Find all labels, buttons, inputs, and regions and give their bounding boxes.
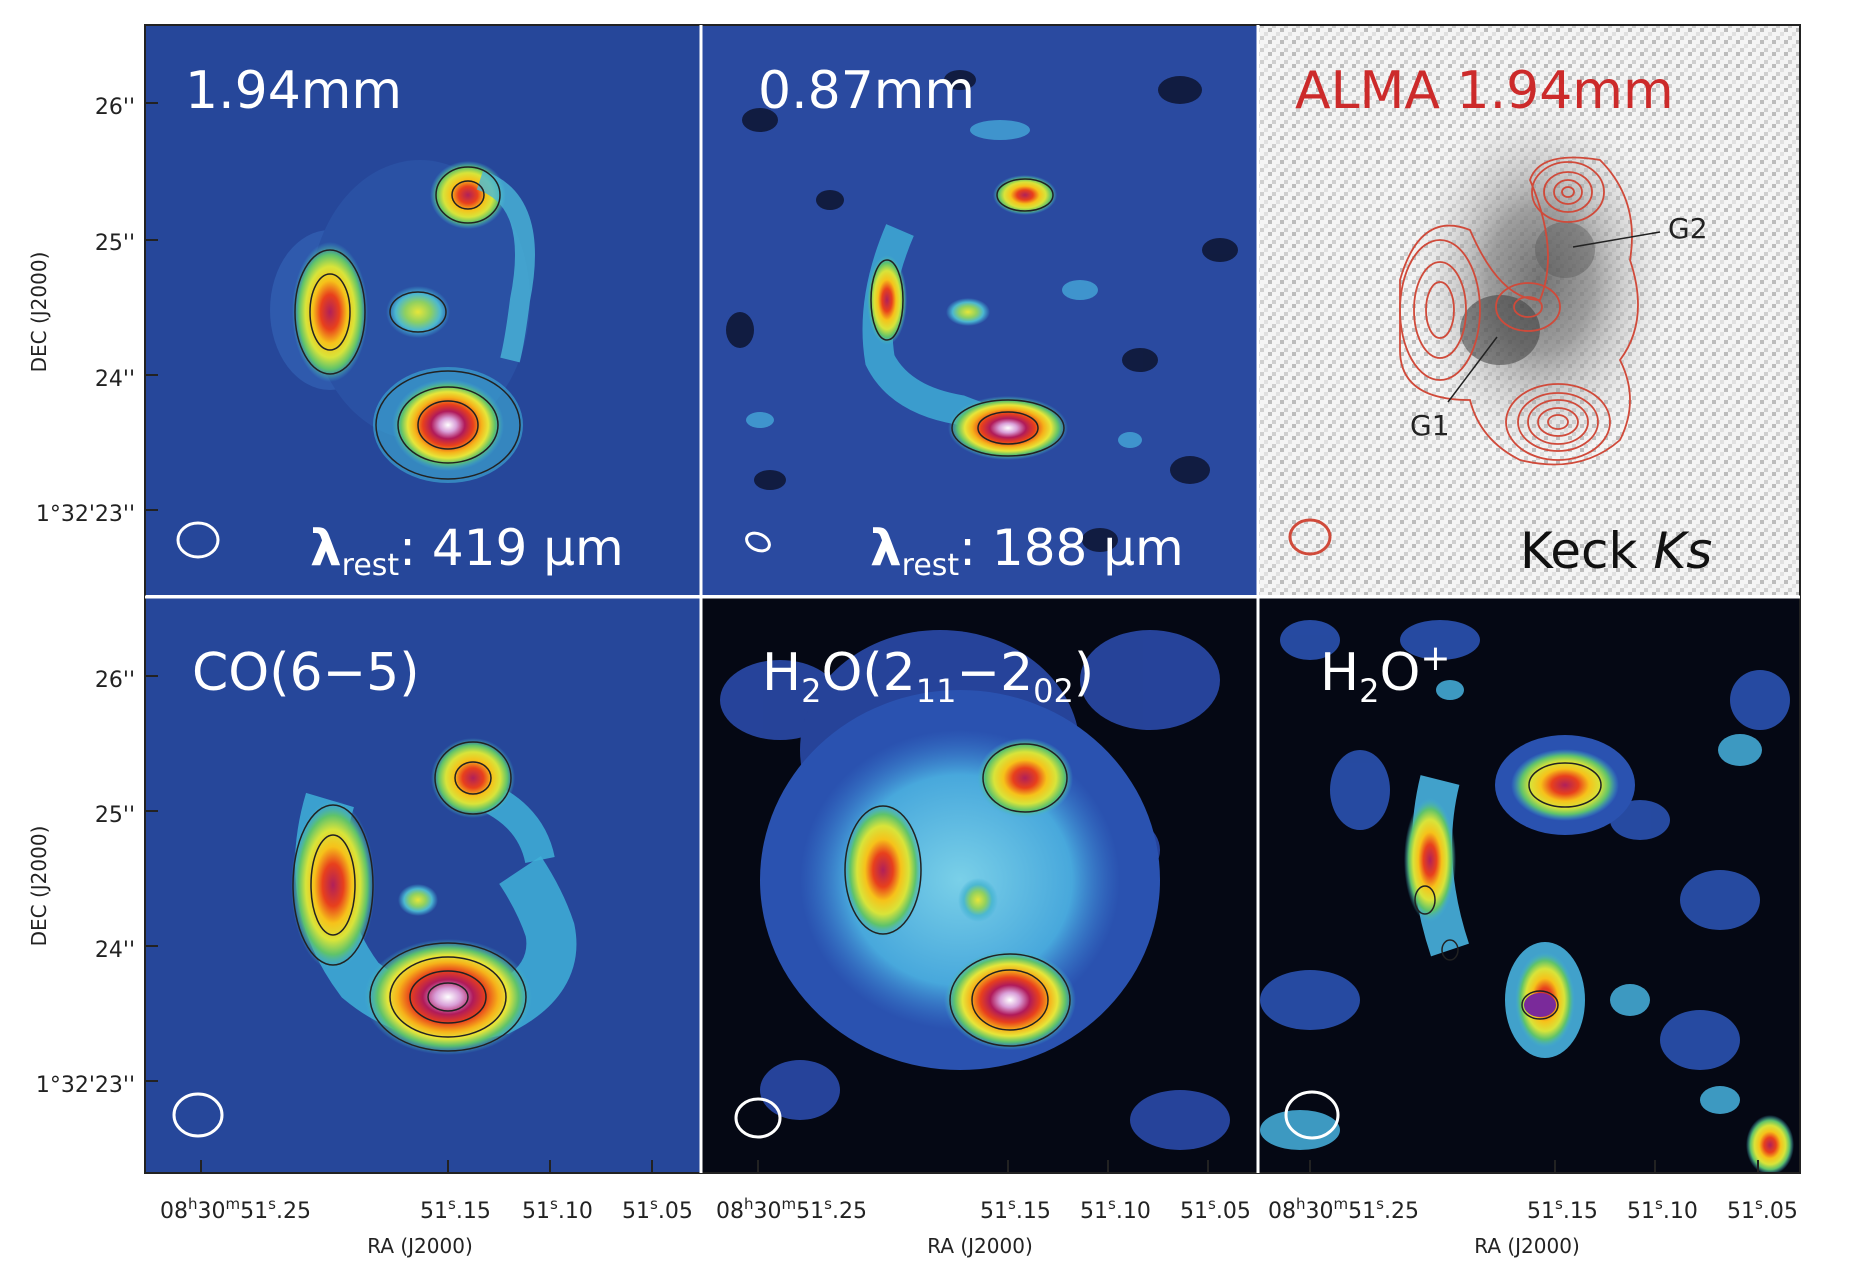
y-tick-23-top: 1°32'23'' [36,502,135,527]
panel-6-label: H2O+ [1320,638,1451,710]
svg-text:51s.05: 51s.05 [1180,1195,1251,1224]
panel-4-map [145,598,700,1173]
x-axis-ticks [200,1160,1759,1173]
panel-1-map [145,25,700,595]
panel-6-map [1259,598,1799,1173]
svg-text:08h30m51s.25: 08h30m51s.25 [1268,1195,1419,1224]
panel-3-keck-label: Keck Ks [1520,522,1712,580]
panel-1-rest-wavelength: λrest: 419 μm [310,519,624,583]
panel-3-label: ALMA 1.94mm [1295,61,1674,121]
x-axis-col-1: 08h30m51s.25 51s.15 51s.10 51s.05 RA (J2… [160,1195,693,1258]
svg-text:51s.15: 51s.15 [980,1195,1051,1224]
y-tick-24-bottom: 24'' [95,938,135,963]
svg-text:51s.10: 51s.10 [1080,1195,1151,1224]
y-tick-25-top: 25'' [95,231,135,256]
svg-text:RA (J2000): RA (J2000) [927,1234,1033,1258]
panel-5-label: H2O(211−202) [762,643,1094,710]
svg-text:51s.10: 51s.10 [1627,1195,1698,1224]
panel-frames [144,24,1801,1174]
y-tick-26-top: 26'' [95,95,135,120]
y-tick-26-bottom: 26'' [95,668,135,693]
beam-ellipse [734,1097,782,1139]
x-axis-col-2: 08h30m51s.25 51s.15 51s.10 51s.05 RA (J2… [716,1195,1251,1258]
beam-ellipse [1288,518,1332,556]
panel-2-rest-wavelength: λrest: 188 μm [870,519,1184,583]
panel-2-label: 0.87mm [758,61,975,121]
y-axis-label-bottom: DEC (J2000) [27,826,51,947]
y-tick-23-bottom: 1°32'23'' [36,1073,135,1098]
y-tick-25-bottom: 25'' [95,803,135,828]
beam-ellipse [1284,1090,1340,1140]
y-axis-ticks [145,102,158,1082]
svg-text:RA (J2000): RA (J2000) [1474,1234,1580,1258]
svg-text:RA (J2000): RA (J2000) [367,1234,473,1258]
panel-2-map [702,25,1257,595]
svg-text:08h30m51s.25: 08h30m51s.25 [716,1195,867,1224]
svg-text:51s.15: 51s.15 [420,1195,491,1224]
svg-text:51s.15: 51s.15 [1527,1195,1598,1224]
beam-ellipse [745,531,771,553]
y-axis-label-top: DEC (J2000) [27,252,51,373]
annotation-g1: G1 [1410,409,1450,442]
svg-text:51s.05: 51s.05 [1727,1195,1798,1224]
svg-text:08h30m51s.25: 08h30m51s.25 [160,1195,311,1224]
panel-3-map: G2 G1 [1259,25,1799,595]
annotation-g2: G2 [1668,212,1708,245]
beam-ellipse [172,1092,224,1138]
x-axis-col-3: 08h30m51s.25 51s.15 51s.10 51s.05 RA (J2… [1268,1195,1798,1258]
panel-5-map [702,598,1257,1173]
svg-text:51s.05: 51s.05 [622,1195,693,1224]
y-tick-24-top: 24'' [95,367,135,392]
panel-1-label: 1.94mm [185,61,402,121]
panel-4-label: CO(6−5) [192,643,420,703]
svg-text:51s.10: 51s.10 [522,1195,593,1224]
beam-ellipse [176,521,220,559]
